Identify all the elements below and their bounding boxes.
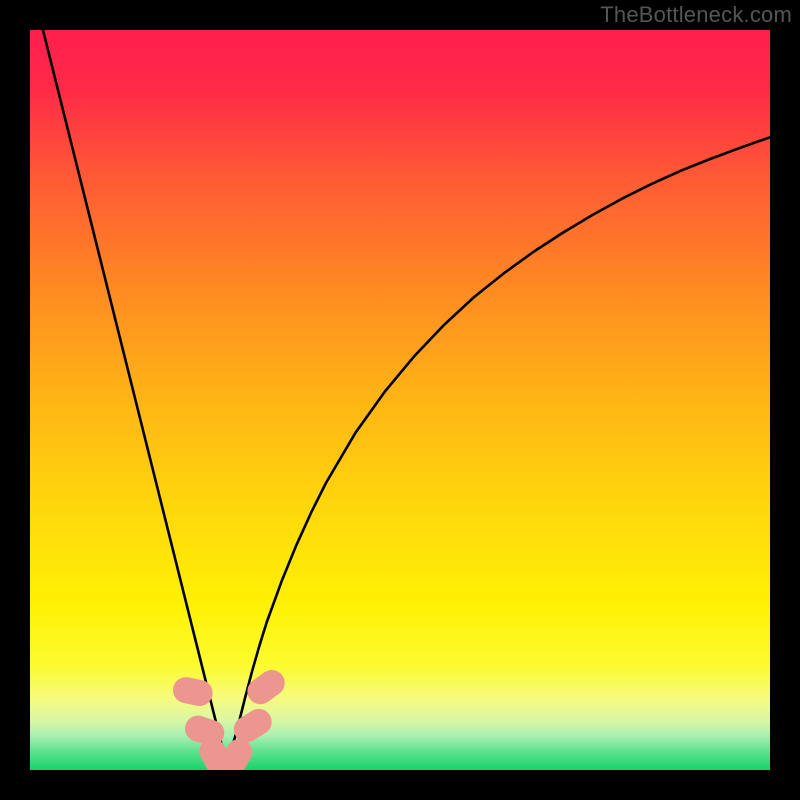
watermark-text: TheBottleneck.com	[600, 2, 792, 28]
chart-svg	[0, 0, 800, 800]
plot-gradient-background	[30, 30, 770, 770]
